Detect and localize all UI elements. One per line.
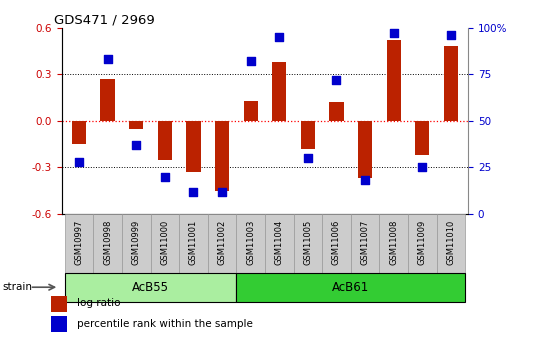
Point: [132, 142, 140, 148]
Bar: [386, 40, 401, 121]
Bar: [322, 214, 351, 273]
Bar: [329, 102, 344, 121]
Point: [447, 32, 455, 38]
Bar: [101, 79, 115, 121]
Bar: [51, 316, 67, 332]
Text: GSM11000: GSM11000: [160, 220, 169, 265]
Bar: [437, 214, 465, 273]
Text: GSM11009: GSM11009: [418, 220, 427, 265]
Text: GSM11008: GSM11008: [389, 220, 398, 265]
Bar: [444, 46, 458, 121]
Bar: [179, 214, 208, 273]
Bar: [158, 121, 172, 159]
Point: [361, 178, 370, 183]
Text: strain: strain: [3, 282, 33, 292]
Point: [103, 57, 112, 62]
Text: GSM11005: GSM11005: [303, 220, 313, 265]
Bar: [351, 214, 379, 273]
Bar: [272, 62, 286, 121]
Bar: [129, 121, 144, 128]
Bar: [236, 273, 465, 302]
Point: [390, 30, 398, 36]
Bar: [51, 296, 67, 312]
Point: [303, 155, 312, 161]
Text: GSM11007: GSM11007: [360, 220, 370, 265]
Bar: [122, 214, 151, 273]
Point: [246, 58, 255, 64]
Text: AcB61: AcB61: [332, 281, 370, 294]
Text: GSM10997: GSM10997: [75, 220, 83, 265]
Text: GSM10998: GSM10998: [103, 220, 112, 265]
Text: log ratio: log ratio: [77, 298, 121, 308]
Bar: [244, 101, 258, 121]
Point: [418, 165, 427, 170]
Bar: [415, 121, 429, 155]
Point: [332, 77, 341, 82]
Bar: [215, 121, 229, 190]
Text: GDS471 / 2969: GDS471 / 2969: [54, 13, 154, 27]
Bar: [358, 121, 372, 178]
Bar: [72, 121, 86, 144]
Point: [275, 34, 284, 40]
Bar: [379, 214, 408, 273]
Text: GSM11010: GSM11010: [447, 220, 455, 265]
Point: [160, 174, 169, 179]
Bar: [186, 121, 201, 172]
Text: GSM11002: GSM11002: [217, 220, 226, 265]
Bar: [151, 214, 179, 273]
Text: GSM10999: GSM10999: [132, 220, 141, 265]
Text: GSM11004: GSM11004: [275, 220, 284, 265]
Point: [189, 189, 198, 194]
Bar: [408, 214, 437, 273]
Bar: [65, 273, 236, 302]
Bar: [236, 214, 265, 273]
Bar: [93, 214, 122, 273]
Text: GSM11001: GSM11001: [189, 220, 198, 265]
Text: GSM11006: GSM11006: [332, 220, 341, 265]
Point: [218, 189, 226, 194]
Bar: [208, 214, 236, 273]
Point: [75, 159, 83, 165]
Text: GSM11003: GSM11003: [246, 220, 255, 265]
Bar: [65, 214, 93, 273]
Text: AcB55: AcB55: [132, 281, 169, 294]
Bar: [301, 121, 315, 149]
Text: percentile rank within the sample: percentile rank within the sample: [77, 319, 253, 328]
Bar: [294, 214, 322, 273]
Bar: [265, 214, 294, 273]
